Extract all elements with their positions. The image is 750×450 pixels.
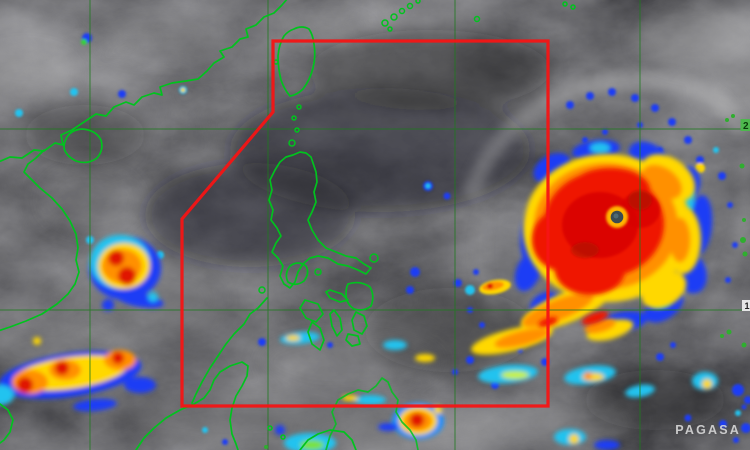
coastline-china [0,0,288,163]
convection-scs-storm [89,235,164,311]
edge-label-upper: 2 [740,119,750,132]
island-dots [258,0,576,440]
coastline-panay [299,299,324,323]
edge-label-upper-text: 2 [743,121,749,132]
coastline-borneo [135,361,249,450]
coastline-leyte [351,311,368,335]
coastline-negros [307,321,325,351]
typhoon-outer-bands [462,72,750,329]
coastline-mindanao [325,377,419,450]
typhoon [471,88,738,355]
par-boundary [180,39,550,408]
coastline-hainan [63,128,103,164]
pagasa-watermark: PAGASA [675,423,741,437]
coastline-palawan [191,297,268,404]
coastline-taiwan [277,26,316,97]
coastline-cebu [329,309,343,337]
coastline-bohol [345,333,361,347]
coastline-zamboanga [299,429,357,450]
coastline-mindoro [285,262,309,286]
coastlines [0,0,576,450]
convection-south [275,331,718,450]
coastline-samar [345,281,374,311]
coastline-luzon [268,151,372,289]
typhoon-eye [606,206,628,228]
edge-label-lower-text: 1 [745,301,750,311]
coastline-vietnam [0,149,80,332]
coastline-masbate [325,289,349,303]
coastline-malay [0,403,14,444]
convection-west-cell [454,269,511,295]
convection-sw-band [0,337,156,412]
cold-specks [264,114,748,449]
edge-label-lower: 1 [742,300,750,311]
typhoon-blue-flecks [566,88,738,283]
